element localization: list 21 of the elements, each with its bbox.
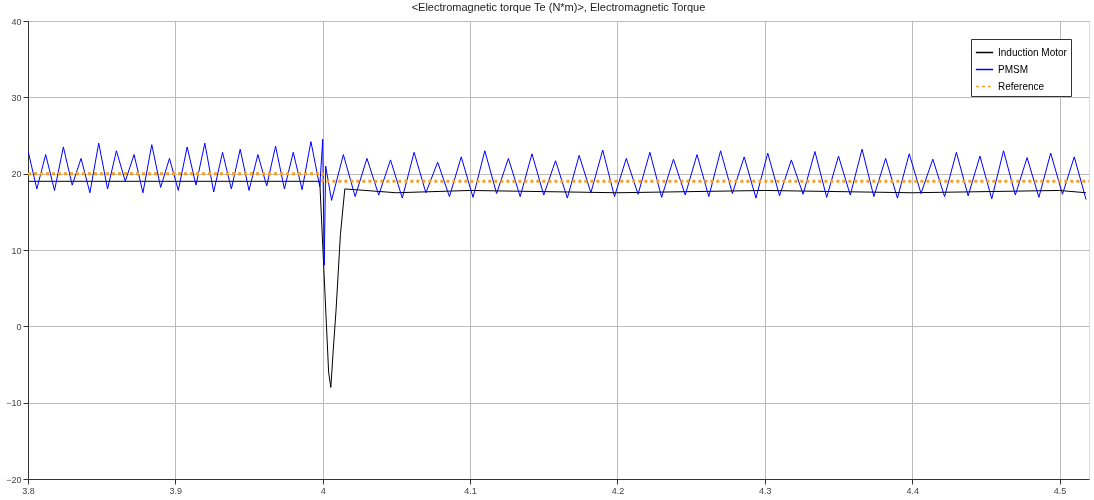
- x-tick-label: 4.1: [464, 485, 477, 496]
- x-tick-label: 4.5: [1053, 485, 1067, 496]
- line-series: [28, 138, 1087, 266]
- x-tick-label: 4.3: [759, 485, 772, 496]
- y-tick-label: 10: [11, 245, 22, 256]
- y-tick-label: 0: [16, 321, 22, 332]
- chart-title: <Electromagnetic torque Te (N*m)>, Electromagnetic Torque: [411, 1, 706, 13]
- y-tick-label: −20: [6, 474, 22, 485]
- y-tick-label: 30: [11, 92, 22, 103]
- legend-label: Induction Motor: [998, 46, 1068, 58]
- legend-label: PMSM: [998, 63, 1028, 75]
- x-tick-label: 4: [320, 485, 326, 496]
- line-series: [28, 180, 1087, 388]
- x-tick-label: 4.4: [906, 485, 919, 496]
- y-tick-label: 40: [11, 16, 22, 27]
- y-tick-label: −10: [6, 398, 22, 409]
- x-tick-label: 3.9: [169, 485, 183, 496]
- x-tick-label: 4.2: [611, 485, 625, 496]
- x-tick-label: 3.8: [22, 485, 35, 496]
- legend-label: Reference: [998, 80, 1045, 92]
- y-tick-label: 20: [11, 169, 22, 180]
